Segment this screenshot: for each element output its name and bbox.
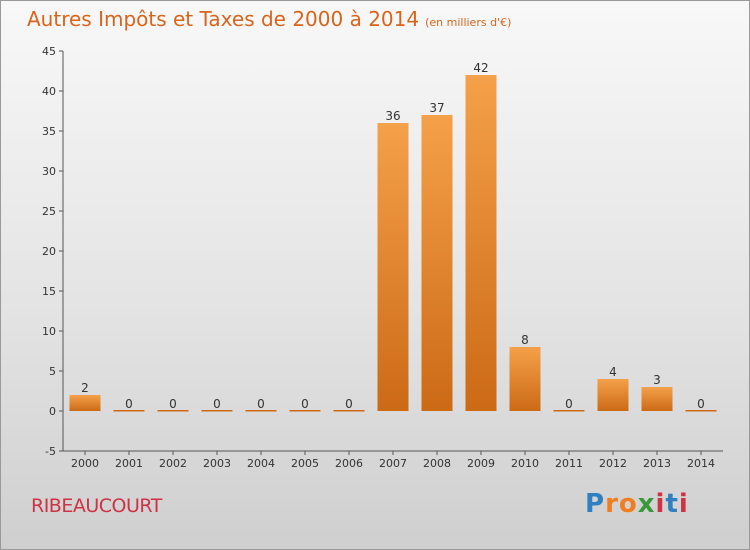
bar xyxy=(333,410,365,412)
bar-value-label: 0 xyxy=(169,397,177,411)
x-tick-label: 2005 xyxy=(291,457,319,470)
x-tick-label: 2006 xyxy=(335,457,363,470)
bar xyxy=(509,347,541,411)
x-tick-label: 2004 xyxy=(247,457,275,470)
y-tick-label: 10 xyxy=(42,325,56,338)
title-row: Autres Impôts et Taxes de 2000 à 2014 (en… xyxy=(27,7,511,31)
y-tick-label: 5 xyxy=(49,365,56,378)
x-tick-label: 2003 xyxy=(203,457,231,470)
logo-letter: P xyxy=(585,489,606,519)
chart-subtitle: (en milliers d'€) xyxy=(425,16,512,29)
x-tick-label: 2014 xyxy=(687,457,715,470)
bar xyxy=(69,395,101,411)
bar-value-label: 37 xyxy=(429,101,444,115)
y-tick-label: 25 xyxy=(42,205,56,218)
y-tick-label: 20 xyxy=(42,245,56,258)
y-tick-label: 15 xyxy=(42,285,56,298)
x-tick-label: 2002 xyxy=(159,457,187,470)
bar-value-label: 42 xyxy=(473,61,488,75)
bar xyxy=(245,410,277,412)
bar-value-label: 0 xyxy=(565,397,573,411)
logo-letter: i xyxy=(655,489,666,519)
bar-value-label: 0 xyxy=(345,397,353,411)
commune-name: RIBEAUCOURT xyxy=(31,495,162,517)
bar-value-label: 36 xyxy=(385,109,400,123)
bar xyxy=(597,379,629,411)
x-tick-label: 2008 xyxy=(423,457,451,470)
bar xyxy=(641,387,673,411)
logo-letter: o xyxy=(618,489,638,519)
bar-value-label: 0 xyxy=(213,397,221,411)
bar xyxy=(465,75,497,411)
bar-value-label: 0 xyxy=(257,397,265,411)
x-tick-label: 2011 xyxy=(555,457,583,470)
y-tick-label: -5 xyxy=(45,445,56,458)
bar xyxy=(113,410,145,412)
bar-value-label: 4 xyxy=(609,365,617,379)
logo-letter: r xyxy=(605,489,619,519)
bar xyxy=(377,123,409,411)
bar-value-label: 3 xyxy=(653,373,661,387)
bar xyxy=(421,115,453,411)
y-tick-label: 40 xyxy=(42,85,56,98)
y-tick-label: 35 xyxy=(42,125,56,138)
bar-value-label: 8 xyxy=(521,333,529,347)
x-tick-label: 2010 xyxy=(511,457,539,470)
x-tick-label: 2012 xyxy=(599,457,627,470)
x-tick-label: 2009 xyxy=(467,457,495,470)
bar xyxy=(201,410,233,412)
bar xyxy=(553,410,585,412)
bar-value-label: 0 xyxy=(697,397,705,411)
logo-letter: i xyxy=(678,489,689,519)
bar xyxy=(685,410,717,412)
x-tick-label: 2001 xyxy=(115,457,143,470)
proxiti-logo[interactable]: Proxiti xyxy=(585,489,689,519)
x-tick-label: 2007 xyxy=(379,457,407,470)
bar-value-label: 0 xyxy=(301,397,309,411)
bar-value-label: 2 xyxy=(81,381,89,395)
x-tick-label: 2013 xyxy=(643,457,671,470)
x-tick-label: 2000 xyxy=(71,457,99,470)
y-tick-label: 45 xyxy=(42,45,56,58)
logo-letter: x xyxy=(637,489,656,519)
chart-title: Autres Impôts et Taxes de 2000 à 2014 xyxy=(27,7,420,31)
bar xyxy=(289,410,321,412)
bar-value-label: 0 xyxy=(125,397,133,411)
y-tick-label: 0 xyxy=(49,405,56,418)
bar xyxy=(157,410,189,412)
y-tick-label: 30 xyxy=(42,165,56,178)
logo-letter: t xyxy=(665,489,679,519)
